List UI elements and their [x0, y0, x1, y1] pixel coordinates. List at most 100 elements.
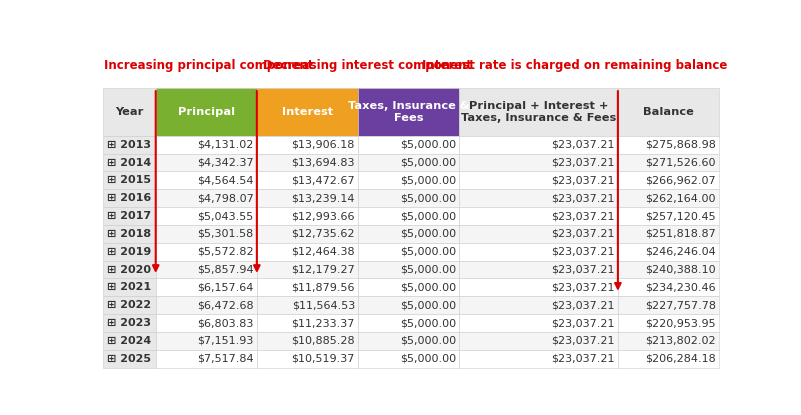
- Text: $13,239.14: $13,239.14: [292, 193, 355, 203]
- Text: $240,388.10: $240,388.10: [646, 265, 716, 275]
- Text: $13,694.83: $13,694.83: [292, 157, 355, 168]
- FancyBboxPatch shape: [257, 171, 358, 189]
- FancyBboxPatch shape: [103, 296, 155, 314]
- FancyBboxPatch shape: [257, 243, 358, 261]
- FancyBboxPatch shape: [358, 332, 459, 350]
- Text: $5,000.00: $5,000.00: [400, 229, 456, 239]
- FancyBboxPatch shape: [257, 261, 358, 278]
- Text: $23,037.21: $23,037.21: [551, 283, 615, 293]
- Text: ⊞ 2016: ⊞ 2016: [107, 193, 151, 203]
- Text: $213,802.02: $213,802.02: [646, 336, 716, 346]
- Text: $262,164.00: $262,164.00: [646, 193, 716, 203]
- FancyBboxPatch shape: [618, 154, 719, 171]
- FancyBboxPatch shape: [155, 225, 257, 243]
- Text: ⊞ 2025: ⊞ 2025: [107, 354, 151, 364]
- Text: $10,885.28: $10,885.28: [292, 336, 355, 346]
- FancyBboxPatch shape: [459, 225, 618, 243]
- FancyBboxPatch shape: [358, 314, 459, 332]
- Text: $23,037.21: $23,037.21: [551, 265, 615, 275]
- Text: $251,818.87: $251,818.87: [645, 229, 716, 239]
- FancyBboxPatch shape: [618, 350, 719, 368]
- Text: $5,043.55: $5,043.55: [198, 211, 254, 221]
- Text: $5,000.00: $5,000.00: [400, 157, 456, 168]
- FancyBboxPatch shape: [358, 189, 459, 207]
- FancyBboxPatch shape: [358, 243, 459, 261]
- FancyBboxPatch shape: [155, 261, 257, 278]
- Text: $12,993.66: $12,993.66: [292, 211, 355, 221]
- FancyBboxPatch shape: [618, 261, 719, 278]
- FancyBboxPatch shape: [155, 350, 257, 368]
- FancyBboxPatch shape: [155, 189, 257, 207]
- Text: ⊞ 2024: ⊞ 2024: [107, 336, 151, 346]
- FancyBboxPatch shape: [257, 350, 358, 368]
- Text: Year: Year: [115, 107, 143, 117]
- FancyBboxPatch shape: [459, 243, 618, 261]
- FancyBboxPatch shape: [459, 88, 618, 136]
- Text: Increasing principal component: Increasing principal component: [104, 59, 313, 72]
- FancyBboxPatch shape: [103, 189, 155, 207]
- Text: $4,131.02: $4,131.02: [197, 139, 254, 149]
- FancyBboxPatch shape: [155, 243, 257, 261]
- Text: $7,517.84: $7,517.84: [197, 354, 254, 364]
- FancyBboxPatch shape: [103, 350, 155, 368]
- FancyBboxPatch shape: [618, 296, 719, 314]
- FancyBboxPatch shape: [459, 154, 618, 171]
- Text: $5,000.00: $5,000.00: [400, 336, 456, 346]
- Text: $23,037.21: $23,037.21: [551, 157, 615, 168]
- Text: $23,037.21: $23,037.21: [551, 336, 615, 346]
- FancyBboxPatch shape: [103, 154, 155, 171]
- FancyBboxPatch shape: [618, 207, 719, 225]
- Text: $5,000.00: $5,000.00: [400, 247, 456, 257]
- FancyBboxPatch shape: [103, 332, 155, 350]
- FancyBboxPatch shape: [358, 350, 459, 368]
- Text: $10,519.37: $10,519.37: [292, 354, 355, 364]
- FancyBboxPatch shape: [358, 154, 459, 171]
- Text: $23,037.21: $23,037.21: [551, 318, 615, 328]
- FancyBboxPatch shape: [459, 261, 618, 278]
- Text: $220,953.95: $220,953.95: [646, 318, 716, 328]
- Text: $271,526.60: $271,526.60: [646, 157, 716, 168]
- Text: $23,037.21: $23,037.21: [551, 211, 615, 221]
- FancyBboxPatch shape: [459, 332, 618, 350]
- Text: $12,464.38: $12,464.38: [292, 247, 355, 257]
- Text: $12,179.27: $12,179.27: [291, 265, 355, 275]
- Text: $5,857.94: $5,857.94: [197, 265, 254, 275]
- FancyBboxPatch shape: [459, 136, 618, 154]
- FancyBboxPatch shape: [155, 296, 257, 314]
- FancyBboxPatch shape: [459, 207, 618, 225]
- Text: $206,284.18: $206,284.18: [645, 354, 716, 364]
- FancyBboxPatch shape: [155, 332, 257, 350]
- FancyBboxPatch shape: [358, 136, 459, 154]
- FancyBboxPatch shape: [257, 332, 358, 350]
- Text: $227,757.78: $227,757.78: [645, 300, 716, 310]
- FancyBboxPatch shape: [459, 171, 618, 189]
- FancyBboxPatch shape: [103, 261, 155, 278]
- Text: $23,037.21: $23,037.21: [551, 175, 615, 186]
- Text: $246,246.04: $246,246.04: [645, 247, 716, 257]
- Text: ⊞ 2014: ⊞ 2014: [107, 157, 151, 168]
- FancyBboxPatch shape: [103, 278, 155, 296]
- Text: $12,735.62: $12,735.62: [292, 229, 355, 239]
- Text: $266,962.07: $266,962.07: [646, 175, 716, 186]
- Text: ⊞ 2019: ⊞ 2019: [107, 247, 151, 257]
- Text: $23,037.21: $23,037.21: [551, 354, 615, 364]
- Text: $13,906.18: $13,906.18: [292, 139, 355, 149]
- FancyBboxPatch shape: [155, 278, 257, 296]
- Text: $11,233.37: $11,233.37: [292, 318, 355, 328]
- FancyBboxPatch shape: [618, 225, 719, 243]
- FancyBboxPatch shape: [257, 225, 358, 243]
- FancyBboxPatch shape: [257, 154, 358, 171]
- Text: $11,564.53: $11,564.53: [292, 300, 355, 310]
- FancyBboxPatch shape: [358, 171, 459, 189]
- Text: ⊞ 2018: ⊞ 2018: [107, 229, 151, 239]
- FancyBboxPatch shape: [155, 136, 257, 154]
- FancyBboxPatch shape: [358, 207, 459, 225]
- FancyBboxPatch shape: [459, 278, 618, 296]
- FancyBboxPatch shape: [155, 88, 257, 136]
- Text: ⊞ 2022: ⊞ 2022: [107, 300, 151, 310]
- Text: Interest rate is charged on remaining balance: Interest rate is charged on remaining ba…: [422, 59, 727, 72]
- FancyBboxPatch shape: [358, 225, 459, 243]
- FancyBboxPatch shape: [459, 189, 618, 207]
- FancyBboxPatch shape: [618, 332, 719, 350]
- FancyBboxPatch shape: [618, 171, 719, 189]
